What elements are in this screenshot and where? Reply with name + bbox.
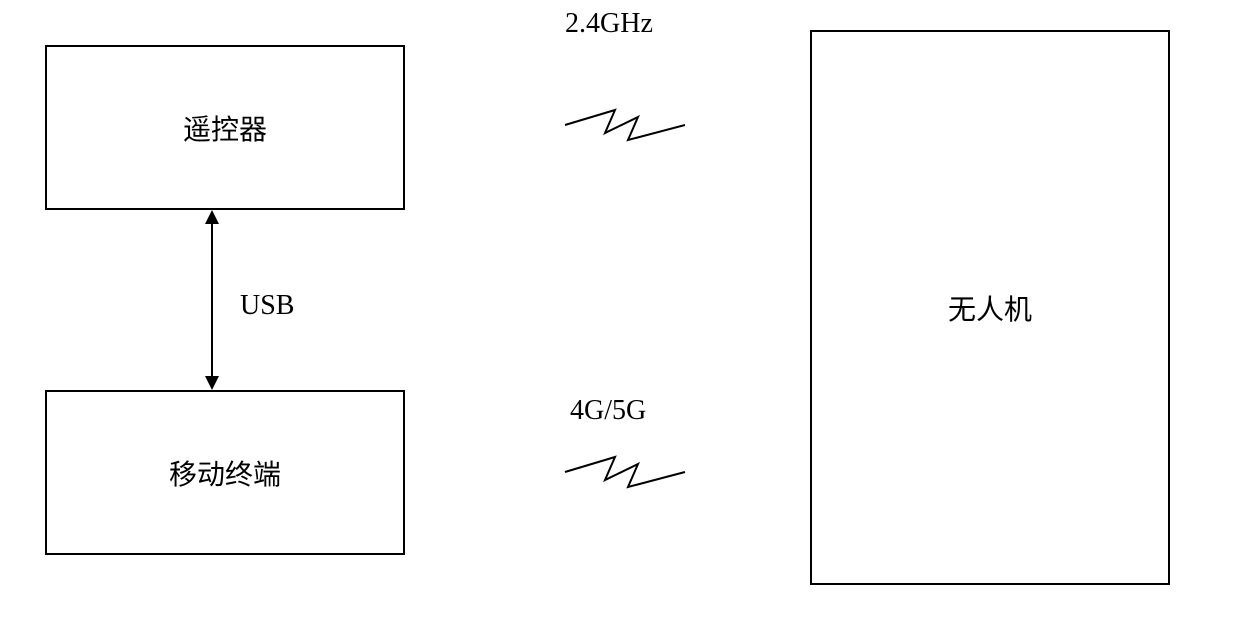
mobile-terminal-box: 移动终端 [45,390,405,555]
usb-label: USB [240,290,294,322]
wireless-4g5g-icon [560,442,690,502]
usb-arrow [200,210,230,390]
remote-controller-label: 遥控器 [183,108,267,148]
wireless-4g5g-label: 4G/5G [570,395,646,427]
mobile-terminal-label: 移动终端 [169,453,281,493]
drone-label: 无人机 [948,288,1032,328]
remote-controller-box: 遥控器 [45,45,405,210]
wireless-24ghz-icon [560,95,690,155]
drone-box: 无人机 [810,30,1170,585]
wireless-24ghz-label: 2.4GHz [565,8,653,40]
